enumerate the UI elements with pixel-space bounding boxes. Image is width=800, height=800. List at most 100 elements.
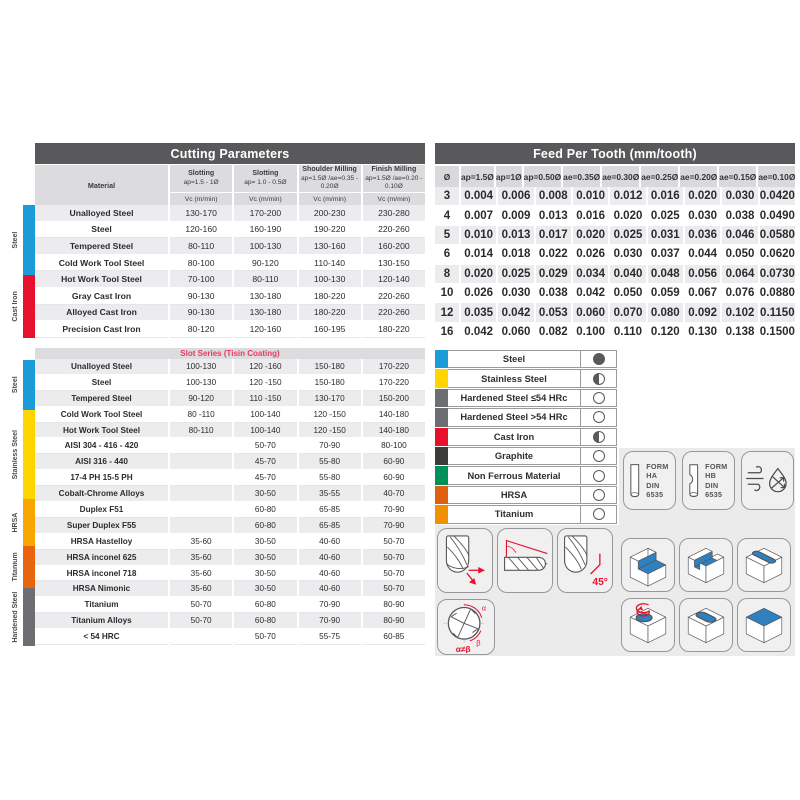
value-cell: 100-130 — [170, 374, 233, 391]
feed-column-header: ap=1.5Ø — [461, 166, 494, 187]
value-cell: 80-120 — [170, 321, 233, 338]
legend-color-chip — [435, 446, 448, 466]
legend-suitability-cell — [581, 505, 617, 524]
feed-column-header: ap=0.50Ø — [523, 166, 562, 187]
feed-value-cell: 0.030 — [610, 245, 646, 265]
column-header-param: ap=1.5 - 1Ø — [183, 178, 219, 186]
material-cell: Super Duplex F55 — [35, 517, 168, 534]
unit-cell: Vc (m/min) — [298, 193, 361, 205]
helix-angle-label: 45° — [592, 577, 607, 588]
feed-value-cell: 10 — [435, 283, 459, 304]
material-cell: Titanium Alloys — [35, 613, 168, 630]
feed-value-cell: 0.0620 — [759, 245, 795, 265]
value-cell: 60-90 — [362, 470, 425, 487]
value-cell — [170, 486, 233, 503]
feed-value-cell: 0.035 — [461, 303, 497, 323]
feed-value-cell: 16 — [435, 322, 459, 343]
column-header-name: Slotting — [252, 170, 279, 177]
op-closed-slot-icon-box — [737, 538, 791, 592]
category-color-bar — [23, 499, 35, 546]
value-cell: 120 -160 — [234, 359, 297, 375]
material-cell: HRSA Hastelloy — [35, 533, 168, 550]
feed-value-cell: 0.070 — [610, 303, 646, 323]
shoulder-milling-icon — [629, 547, 667, 586]
value-cell: 50-70 — [234, 438, 297, 455]
legend-suitability-cell — [581, 485, 617, 505]
value-cell: 35-60 — [170, 581, 233, 598]
slot-milling-icon — [687, 547, 725, 583]
feed-value-cell: 0.030 — [498, 283, 534, 304]
suitability-marker-empty — [592, 411, 605, 424]
legend-suitability-cell — [581, 466, 617, 485]
feed-value-cell: 0.013 — [535, 206, 571, 226]
value-cell: 200-230 — [298, 205, 361, 222]
category-label: Cast Iron — [12, 291, 19, 322]
feed-value-cell: 3 — [435, 187, 459, 207]
value-cell: 220-260 — [362, 221, 425, 239]
feed-value-cell: 0.025 — [498, 264, 534, 284]
value-cell — [170, 438, 233, 455]
table-row: 17-4 PH 15-5 PH 45-70 55-80 60-90 — [35, 470, 425, 487]
value-cell: 65-85 — [298, 502, 361, 518]
value-cell: 80-100 — [362, 438, 425, 455]
feed-value-cell: 0.026 — [572, 245, 609, 265]
value-cell: 140-180 — [362, 422, 425, 439]
legend-suitability-cell — [581, 446, 617, 466]
value-cell: 120 -150 — [298, 406, 361, 423]
feed-value-cell: 0.026 — [461, 283, 497, 304]
table-row: Super Duplex F55 60-80 65-85 70-90 — [35, 517, 425, 534]
feed-value-cell: 6 — [435, 245, 459, 265]
value-cell: 60-90 — [362, 454, 425, 471]
feed-value-cell: 0.082 — [535, 322, 571, 343]
helical-interpolation-icon — [629, 602, 667, 643]
legend-color-chip — [435, 408, 448, 427]
feed-value-cell: 0.008 — [535, 187, 571, 207]
material-cell: HRSA inconel 625 — [35, 549, 168, 566]
value-cell: 150-200 — [362, 390, 425, 407]
unit-cell: Vc (m/min) — [362, 193, 425, 205]
legend-row: Non Ferrous Material — [435, 466, 617, 485]
value-cell: 170-200 — [234, 205, 297, 222]
feed-value-cell: 0.025 — [647, 206, 683, 226]
feed-value-cell: 0.059 — [647, 283, 683, 304]
op-face-milling-icon-box — [737, 598, 791, 652]
feed-value-cell: 0.060 — [572, 303, 609, 323]
material-column-header: Material — [35, 165, 168, 205]
material-cell: HRSA inconel 718 — [35, 565, 168, 582]
category-label: Steel — [12, 231, 19, 249]
face-milling-icon — [745, 607, 783, 643]
feed-value-cell: 0.138 — [722, 322, 758, 343]
category-color-bar — [23, 588, 35, 646]
category-label: Steel — [12, 376, 19, 394]
table-row: HRSA inconel 718 35-60 30-50 40-60 50-70 — [35, 565, 425, 582]
feed-value-cell: 0.102 — [722, 303, 758, 323]
table-row: < 54 HRC 50-70 55-75 60-85 — [35, 629, 425, 646]
feed-value-cell: 0.044 — [684, 245, 721, 265]
feed-value-cell: 0.050 — [722, 245, 758, 265]
legend-label: Non Ferrous Material — [448, 466, 581, 485]
table-row: Precision Cast Iron 80-120 120-160 160-195 1… — [35, 321, 425, 338]
legend-row: Titanium — [435, 505, 617, 524]
material-cell: Precision Cast Iron — [35, 321, 168, 338]
feed-value-cell: 0.013 — [498, 225, 534, 246]
table-row: AISI 316 - 440 45-70 55-80 60-90 — [35, 454, 425, 471]
value-cell: 35-55 — [298, 486, 361, 503]
feed-value-cell: 0.042 — [572, 283, 609, 304]
category-color-bar — [23, 275, 35, 338]
value-cell: 120 -150 — [298, 422, 361, 439]
feed-value-cell: 0.067 — [684, 283, 721, 304]
value-cell: 170-220 — [362, 374, 425, 391]
column-header-name: Shoulder Milling — [302, 165, 357, 173]
feed-value-cell: 0.016 — [572, 206, 609, 226]
unit-cell: Vc (m/min) — [234, 193, 297, 205]
value-cell: 120-160 — [170, 221, 233, 239]
suitability-marker-empty — [592, 508, 605, 521]
value-cell: 100-130 — [234, 238, 297, 255]
slot-series-title-text: Slot Series (Tisin Coating) — [180, 349, 280, 358]
feed-value-cell: 0.004 — [461, 187, 497, 207]
material-cell: Hot Work Tool Steel — [35, 422, 168, 439]
value-cell: 130-160 — [298, 238, 361, 255]
value-cell: 30-50 — [234, 565, 297, 582]
